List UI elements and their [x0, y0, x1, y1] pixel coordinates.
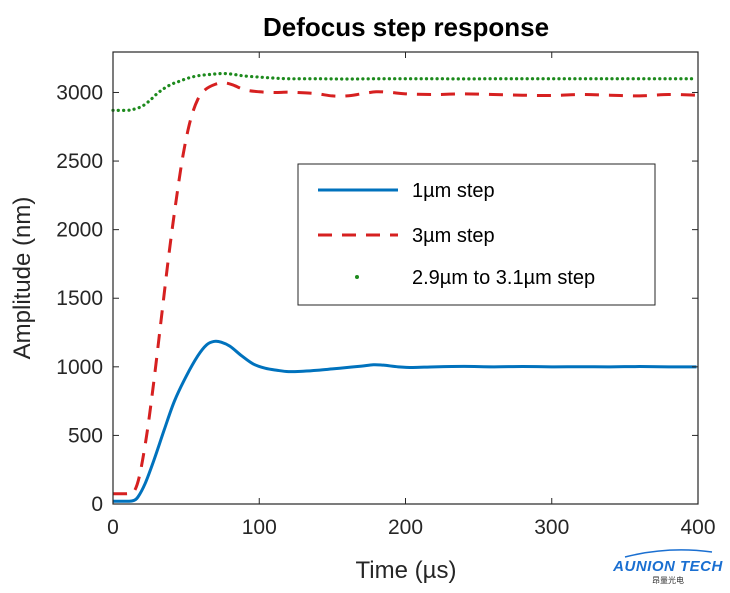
series-line-1	[112, 339, 697, 503]
legend-marker	[355, 275, 359, 279]
x-axis-title: Time (µs)	[356, 557, 457, 584]
x-tick-label: 300	[534, 516, 569, 539]
chart-title: Defocus step response	[263, 12, 549, 42]
y-tick-label: 2500	[56, 150, 103, 173]
y-tick-label: 1500	[56, 287, 103, 310]
legend-items: 1µm step 3µm step 2.9µm to 3.1µm step	[318, 180, 595, 289]
x-tick-label: 0	[107, 516, 119, 539]
legend-label: 2.9µm to 3.1µm step	[412, 267, 595, 289]
legend-box	[297, 163, 656, 306]
y-tick-label: 500	[68, 424, 103, 447]
series-layer	[111, 71, 699, 503]
ticks-layer: 0 100 200 300 400 0 500 1000 1500 2000 2500 3000	[56, 52, 716, 539]
y-tick-label: 1000	[56, 356, 103, 379]
x-tick-label: 100	[242, 516, 277, 539]
legend: 1µm step 3µm step 2.9µm to 3.1µm step	[297, 163, 656, 306]
legend-label: 3µm step	[412, 225, 495, 247]
legend-label: 1µm step	[412, 180, 495, 202]
series-line-2	[112, 81, 697, 496]
series-line-3	[111, 71, 699, 113]
logo-swoosh-icon	[624, 549, 713, 558]
y-tick-label: 2000	[56, 219, 103, 242]
y-tick-label: 0	[91, 493, 103, 516]
x-tick-label: 200	[388, 516, 423, 539]
y-tick-label: 3000	[56, 81, 103, 104]
logo-text: AUNION TECH	[612, 558, 723, 575]
y-axis-title: Amplitude (nm)	[9, 197, 36, 360]
aunion-tech-logo: AUNION TECH 昂量光电	[612, 549, 723, 585]
x-tick-label: 400	[680, 516, 715, 539]
logo-subtext: 昂量光电	[652, 575, 684, 585]
